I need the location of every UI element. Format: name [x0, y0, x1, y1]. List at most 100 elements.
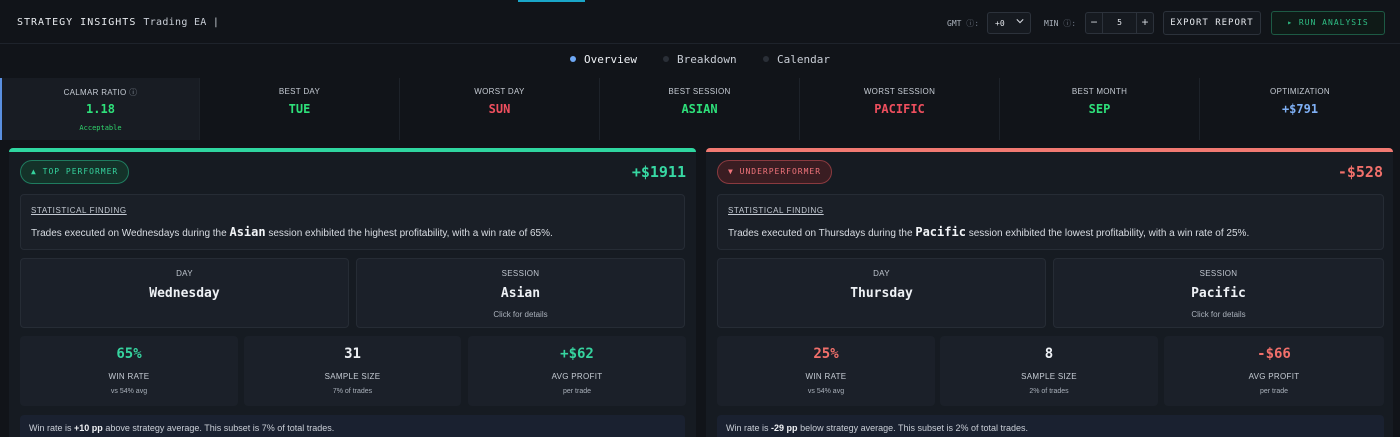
card-headline-profit: +$1911 — [631, 163, 686, 181]
gmt-label-group: GMT ⓘ: — [947, 18, 979, 29]
stat-note: 7% of trades — [332, 388, 373, 395]
gmt-label: GMT — [947, 19, 962, 28]
comparison-delta: +10 pp — [74, 423, 103, 433]
metric-value: 1.18 — [86, 102, 115, 116]
metric-value: TUE — [288, 102, 311, 116]
stat-label: SAMPLE SIZE — [324, 372, 381, 381]
stat-note: 2% of trades — [1029, 388, 1069, 395]
info-icon[interactable]: ⓘ — [129, 88, 138, 97]
info-icon: ⓘ: — [1063, 19, 1077, 28]
tab-label: Breakdown — [677, 53, 737, 66]
info-icon: ⓘ: — [966, 19, 980, 28]
underperformer-badge: ▼ UNDERPERFORMER — [717, 160, 833, 184]
session-box[interactable]: SESSION Asian Click for details — [356, 258, 685, 328]
gmt-offset-select[interactable]: +0 — [987, 12, 1031, 34]
metric-best-session: BEST SESSION ASIAN — [600, 78, 800, 140]
finding-title: STATISTICAL FINDING — [31, 206, 127, 215]
tab-dot-icon — [570, 56, 576, 62]
sample-size-stat: 31 SAMPLE SIZE 7% of trades — [244, 336, 461, 406]
stat-label: WIN RATE — [805, 372, 847, 381]
finding-title: STATISTICAL FINDING — [728, 206, 824, 215]
metric-best-month: BEST MONTH SEP — [1000, 78, 1200, 140]
tab-calendar[interactable]: Calendar — [763, 53, 830, 66]
stat-value: 25% — [813, 346, 839, 362]
metric-label: BEST SESSION — [668, 87, 731, 96]
tab-dot-icon — [663, 56, 669, 62]
finding-text: Trades executed on Wednesdays during the… — [31, 225, 553, 239]
gmt-offset-value: +0 — [995, 19, 1005, 28]
min-trades-stepper: − 5 + — [1085, 12, 1154, 34]
statistical-finding: STATISTICAL FINDING Trades executed on T… — [717, 194, 1384, 250]
stat-label: AVG PROFIT — [551, 372, 603, 381]
session-value: Pacific — [1191, 286, 1246, 301]
active-nav-indicator — [518, 0, 585, 2]
stat-value: -$66 — [1257, 346, 1291, 362]
stat-label: SAMPLE SIZE — [1021, 372, 1077, 381]
metric-value: SUN — [488, 102, 511, 116]
run-analysis-button[interactable]: ▸ RUN ANALYSIS — [1271, 11, 1385, 35]
day-box: DAY Wednesday — [20, 258, 349, 328]
day-box: DAY Thursday — [717, 258, 1046, 328]
metric-best-day: BEST DAY TUE — [200, 78, 400, 140]
win-rate-stat: 65% WIN RATE vs 54% avg — [20, 336, 238, 406]
tab-breakdown[interactable]: Breakdown — [663, 53, 737, 66]
comparison-text-end: above strategy average. This subset is 7… — [105, 423, 335, 433]
stat-note: vs 54% avg — [110, 388, 148, 395]
finding-text-end: session exhibited the lowest profitabili… — [968, 228, 1250, 239]
tab-label: Overview — [584, 53, 637, 66]
metric-worst-session: WORST SESSION PACIFIC — [800, 78, 1000, 140]
chevron-down-icon — [1016, 19, 1024, 24]
avg-profit-stat: -$66 AVG PROFIT per trade — [1164, 336, 1384, 406]
view-tabs: Overview Breakdown Calendar — [0, 50, 1400, 70]
min-trades-input[interactable]: 5 — [1117, 18, 1122, 27]
session-box[interactable]: SESSION Pacific Click for details — [1053, 258, 1384, 328]
card-accent-bar — [9, 148, 696, 152]
metric-label: BEST DAY — [278, 87, 321, 96]
metric-label: WORST DAY — [474, 87, 525, 96]
day-label: DAY — [176, 269, 193, 278]
finding-highlight: Pacific — [915, 225, 966, 239]
min-label: MIN — [1044, 19, 1059, 28]
metric-value: SEP — [1088, 102, 1111, 116]
metrics-strip: CALMAR RATIO ⓘ 1.18 Acceptable BEST DAY … — [0, 78, 1400, 140]
stat-label: WIN RATE — [108, 372, 150, 381]
metric-label: WORST SESSION — [863, 87, 936, 96]
statistical-finding: STATISTICAL FINDING Trades executed on W… — [20, 194, 685, 250]
tab-overview[interactable]: Overview — [570, 53, 637, 66]
top-performer-card: ▲ TOP PERFORMER +$1911 STATISTICAL FINDI… — [9, 148, 696, 437]
stat-note: vs 54% avg — [807, 388, 845, 395]
tab-label: Calendar — [777, 53, 830, 66]
app-title: STRATEGY INSIGHTS Trading EA | — [17, 17, 219, 28]
stat-value: +$62 — [560, 346, 594, 362]
increment-button[interactable]: + — [1136, 13, 1153, 33]
comparison-text-start: Win rate is — [726, 423, 769, 433]
stat-value: 8 — [1044, 346, 1054, 362]
metric-calmar-ratio: CALMAR RATIO ⓘ 1.18 Acceptable — [0, 78, 200, 140]
stat-note: per trade — [562, 388, 592, 395]
finding-highlight: Asian — [229, 225, 266, 239]
session-label: SESSION — [501, 269, 540, 278]
finding-text-end: session exhibited the highest profitabil… — [268, 228, 553, 239]
comparison-footer: Win rate is +10 pp above strategy averag… — [20, 415, 685, 437]
session-details-hint: Click for details — [493, 310, 548, 319]
decrement-button[interactable]: − — [1086, 13, 1103, 33]
session-details-hint: Click for details — [1191, 310, 1246, 319]
comparison-text: Win rate is +10 pp above strategy averag… — [29, 423, 334, 433]
avg-profit-stat: +$62 AVG PROFIT per trade — [468, 336, 686, 406]
brand-subtitle: Trading EA | — [143, 17, 220, 28]
win-rate-stat: 25% WIN RATE vs 54% avg — [717, 336, 935, 406]
brand-name: STRATEGY INSIGHTS — [17, 17, 137, 28]
finding-text-start: Trades executed on Thursdays during the — [728, 228, 913, 239]
stat-label: AVG PROFIT — [1248, 372, 1300, 381]
metric-note: Acceptable — [79, 124, 122, 132]
day-value: Thursday — [850, 286, 913, 301]
export-report-button[interactable]: EXPORT REPORT — [1163, 11, 1261, 35]
comparison-text: Win rate is -29 pp below strategy averag… — [726, 423, 1028, 433]
card-accent-bar — [706, 148, 1393, 152]
sample-size-stat: 8 SAMPLE SIZE 2% of trades — [940, 336, 1158, 406]
metric-value: +$791 — [1281, 102, 1319, 116]
top-performer-badge: ▲ TOP PERFORMER — [20, 160, 130, 184]
comparison-delta: -29 pp — [771, 423, 798, 433]
metric-value: PACIFIC — [874, 102, 925, 116]
finding-text-start: Trades executed on Wednesdays during the — [31, 228, 227, 239]
